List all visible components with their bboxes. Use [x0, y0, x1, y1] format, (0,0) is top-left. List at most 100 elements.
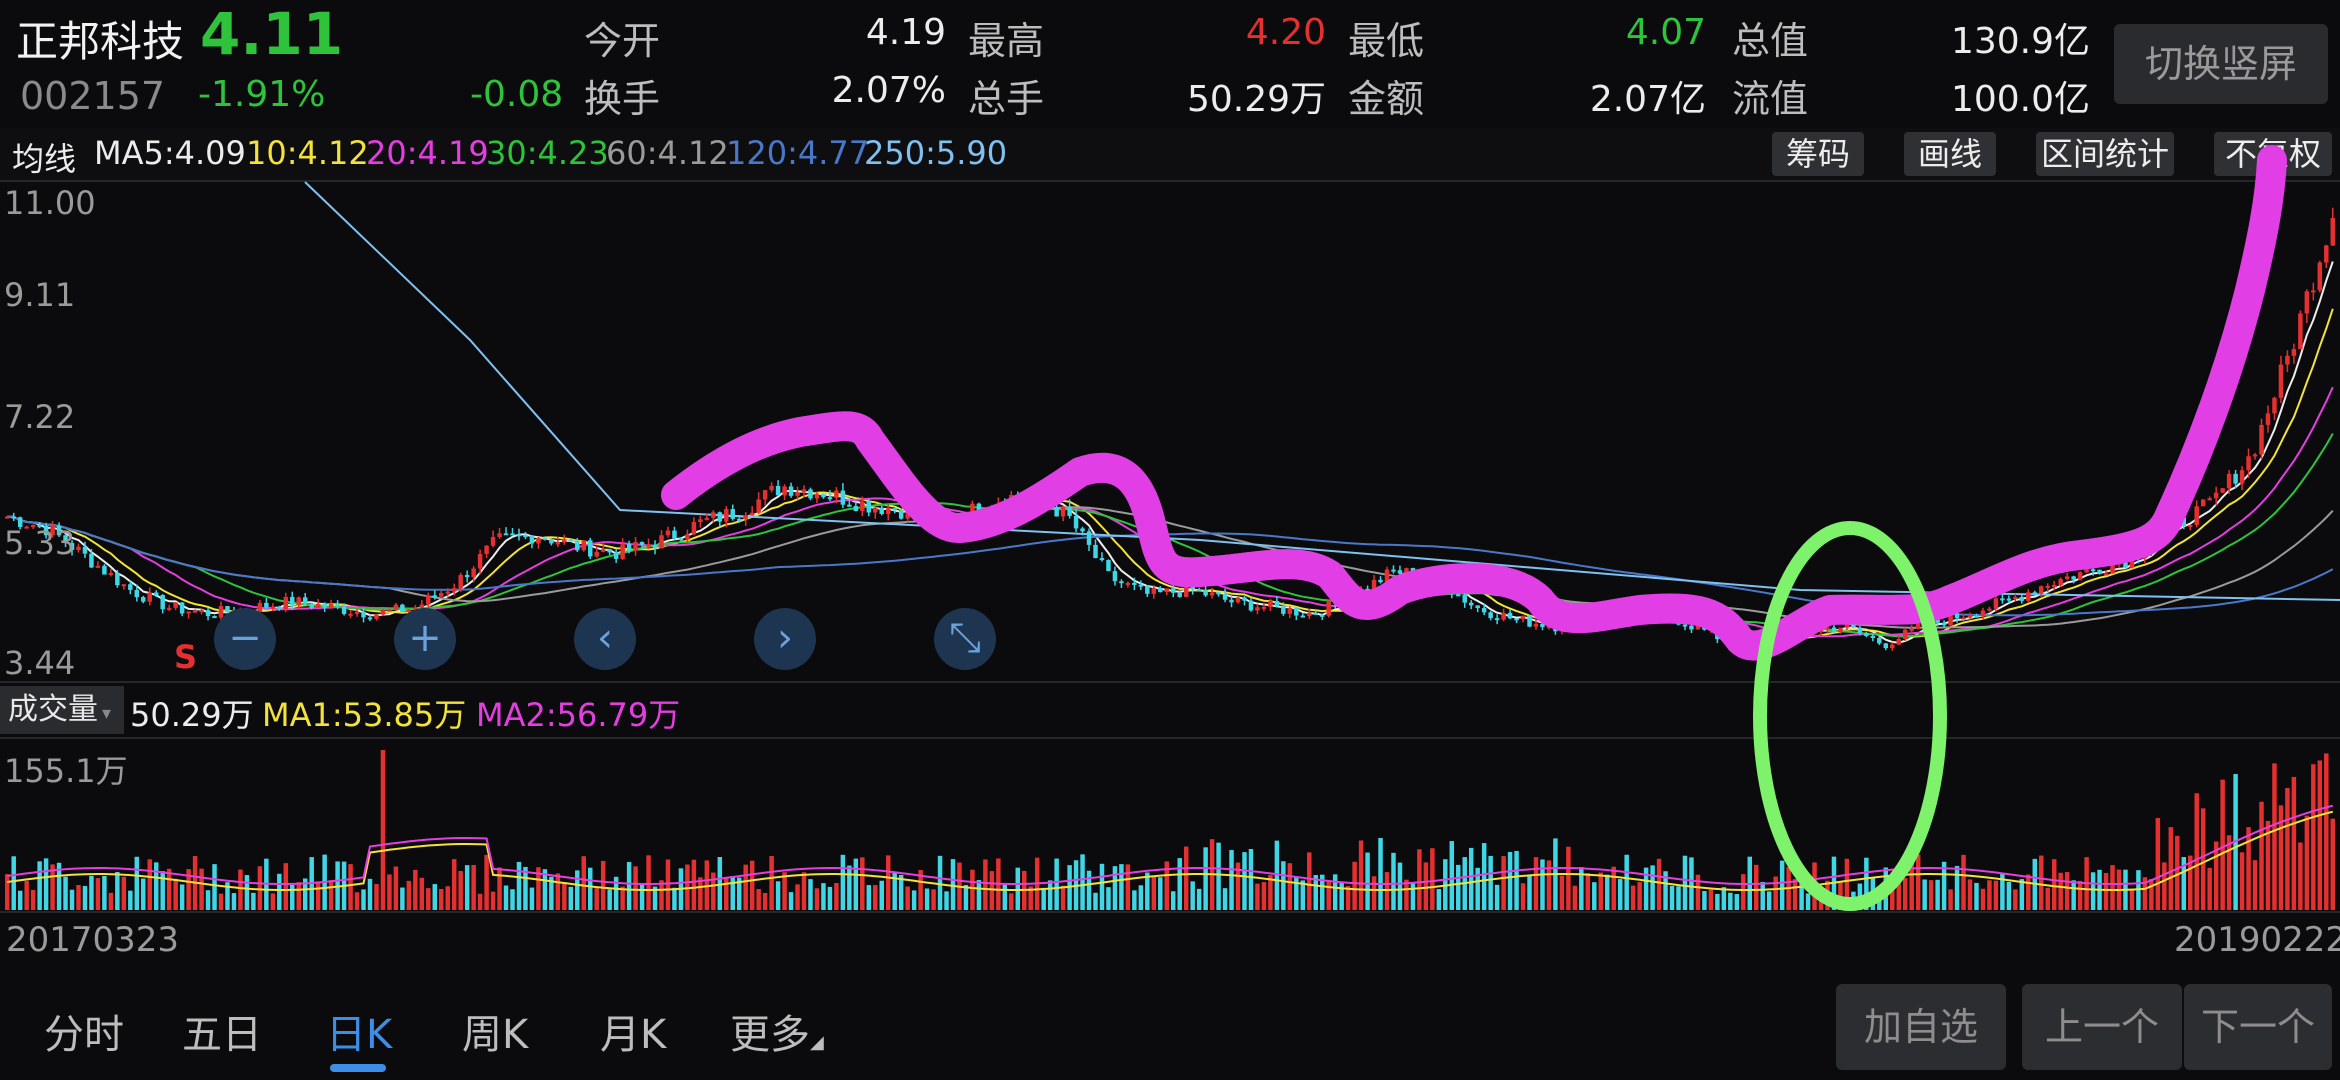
tab-intraday[interactable]: 分时 — [44, 1012, 124, 1058]
volume-bar — [575, 870, 580, 910]
volume-bar — [374, 883, 379, 910]
tab-daily-k[interactable]: 日K — [326, 1012, 393, 1058]
candle-body — [5, 516, 10, 519]
candle-body — [471, 568, 476, 578]
ma5-value: MA5:4.09 — [94, 134, 246, 172]
volume-bar — [620, 886, 625, 910]
candle-body — [749, 512, 755, 516]
volume-bar — [866, 885, 872, 910]
volume-bar — [1987, 880, 1992, 910]
volume-bar — [2181, 857, 2187, 910]
volume-bar — [2278, 805, 2284, 910]
volume-indicator-select[interactable]: 成交量 ▾ — [0, 686, 124, 734]
next-stock-button[interactable]: 下一个 — [2184, 984, 2332, 1070]
tab-weekly-k[interactable]: 周K — [462, 1012, 529, 1058]
volume-bar — [892, 872, 897, 910]
tab-five-day[interactable]: 五日 — [182, 1012, 262, 1058]
volume-bar — [873, 885, 878, 910]
candle-body — [1533, 623, 1539, 627]
candle-body — [283, 596, 289, 610]
volume-bar — [1203, 847, 1208, 910]
candle-body — [1177, 592, 1182, 597]
volume-bar — [594, 888, 599, 910]
volume-bar — [1566, 846, 1571, 910]
volume-bar — [1488, 855, 1493, 910]
volume-bar — [1721, 887, 1727, 910]
volume-bar — [1190, 881, 1195, 910]
volume-bar — [1255, 883, 1260, 910]
candle-body — [89, 553, 94, 568]
candle-body — [1248, 600, 1254, 611]
volume-bar — [1430, 848, 1435, 910]
candle-body — [1391, 569, 1396, 572]
volume-bar — [63, 876, 68, 910]
candle-body — [1106, 560, 1111, 572]
add-watchlist-button[interactable]: 加自选 — [1836, 984, 2006, 1070]
zoom-in-button[interactable]: + — [394, 608, 456, 670]
candle-body — [335, 603, 340, 607]
candle-body — [218, 606, 224, 618]
range-stats-button[interactable]: 区间统计 — [2036, 132, 2174, 176]
volume-bar — [406, 880, 412, 910]
candle-body — [354, 611, 360, 614]
candle-body — [1961, 617, 1966, 620]
candle-body — [11, 516, 16, 519]
volume-bar — [1183, 846, 1189, 910]
candle-body — [1313, 612, 1318, 615]
zoom-out-button[interactable]: − — [214, 608, 276, 670]
candle-body — [1378, 579, 1383, 583]
volume-ma1: MA1:53.85万 — [262, 696, 467, 734]
tab-monthly-k[interactable]: 月K — [600, 1012, 667, 1058]
volume-bar — [1339, 883, 1344, 910]
candle-body — [50, 525, 55, 536]
volume-bar — [1468, 847, 1474, 910]
volume-bar — [1980, 888, 1986, 910]
candle-body — [769, 485, 774, 491]
drawn-trend-annotation — [661, 145, 2287, 661]
candle-body — [2213, 492, 2219, 499]
volume-bar — [1229, 850, 1234, 910]
volume-bar — [1313, 875, 1318, 910]
volume-bar — [128, 890, 133, 910]
stock-code: 002157 — [20, 74, 166, 118]
volume-bar — [788, 892, 794, 910]
volume-bar — [56, 862, 62, 910]
candle-body — [756, 499, 761, 513]
candle-body — [82, 546, 88, 554]
candle-body — [1125, 582, 1131, 585]
candle-body — [814, 493, 820, 499]
volume-bar — [1617, 879, 1623, 910]
volume-bar — [445, 886, 450, 910]
price-tick-4: 5.33 — [4, 524, 76, 562]
volume-bar — [82, 885, 88, 910]
volume-bar — [2259, 801, 2264, 910]
stock-name: 正邦科技 — [16, 17, 185, 66]
candle-body — [1164, 588, 1169, 593]
candle-body — [575, 540, 580, 551]
switch-portrait-button[interactable]: 切换竖屏 — [2114, 24, 2328, 104]
draw-line-button[interactable]: 画线 — [1904, 132, 1996, 176]
volume-bar — [1371, 876, 1377, 910]
candle-body — [542, 537, 548, 540]
candle-body — [1229, 599, 1234, 603]
volume-bar — [944, 891, 949, 910]
candle-body — [2194, 506, 2199, 526]
volume-bar — [439, 889, 444, 910]
candle-body — [2207, 498, 2212, 501]
volume-bar — [2045, 887, 2050, 910]
volume-bar — [2285, 787, 2290, 910]
tab-more[interactable]: 更多◢ — [730, 1002, 824, 1060]
volume-value: 50.29万 — [1186, 79, 1326, 120]
volume-bar — [328, 880, 334, 910]
chips-button[interactable]: 筹码 — [1772, 132, 1864, 176]
previous-stock-button[interactable]: 上一个 — [2022, 984, 2182, 1070]
collapse-button[interactable]: ⤡ — [934, 608, 996, 670]
volume-bar — [166, 868, 172, 910]
move-right-button[interactable]: › — [754, 608, 816, 670]
candle-body — [2200, 499, 2206, 507]
candle-body — [652, 544, 658, 549]
candle-body — [976, 503, 982, 516]
volume-bar — [685, 864, 690, 910]
move-left-button[interactable]: ‹ — [574, 608, 636, 670]
